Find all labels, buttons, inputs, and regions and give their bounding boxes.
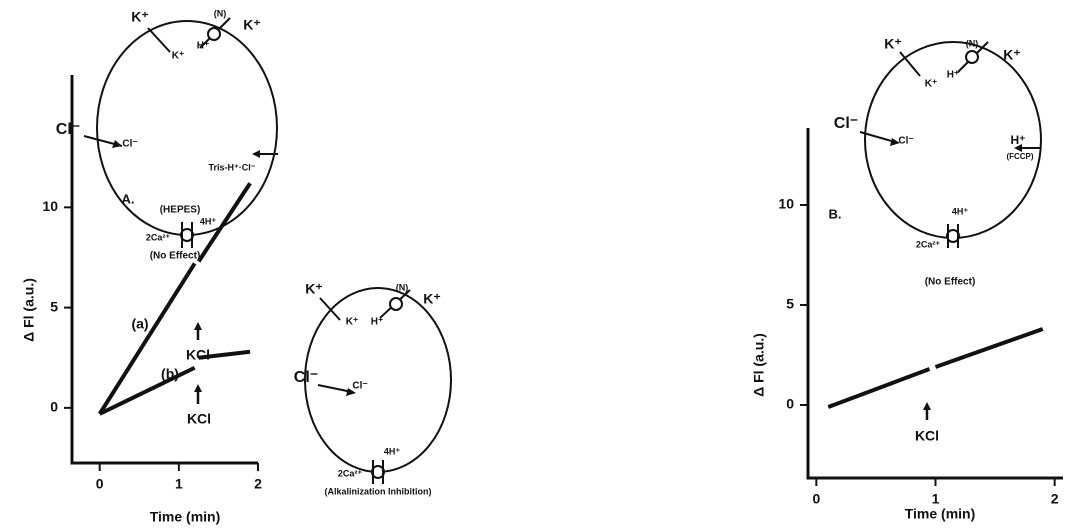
diagram-label: (N) <box>966 38 979 48</box>
diagram-label: K⁺ <box>305 281 323 297</box>
diagram-label: Cl⁻ <box>56 121 80 138</box>
diagram-label: 4H⁺ <box>952 206 969 216</box>
y-tick-label: 10 <box>42 198 58 214</box>
x-axis-label: Time (min) <box>150 509 221 525</box>
annotation-arrowhead <box>194 322 202 330</box>
annotation: KCl <box>915 428 939 444</box>
data-line <box>828 329 1042 407</box>
diagram-label: K⁺ <box>423 291 441 307</box>
axes <box>808 128 1063 478</box>
diagram-label: (FCCP) <box>1006 152 1033 161</box>
x-tick-label: 2 <box>254 476 262 492</box>
annotation: KCl <box>186 347 210 363</box>
diagram-label: K⁺ <box>243 17 261 33</box>
diagram-label: (N) <box>214 8 227 18</box>
diagram-label: K⁺ <box>1003 47 1021 63</box>
diagram-label: 2Ca²⁺ <box>338 468 363 478</box>
diagram-label: K⁺ <box>172 51 185 62</box>
annotation-arrowhead <box>194 384 202 392</box>
diagram-label: (No Effect) <box>150 251 201 262</box>
diagram-label: (Alkalinization Inhibition) <box>325 486 432 496</box>
diagram-label: H⁺ <box>1011 133 1026 147</box>
y-axis-label: Δ Fl (a.u.) <box>751 333 767 397</box>
diagram-label: H⁺ <box>947 70 960 81</box>
diagram-label: H⁺ <box>197 41 210 52</box>
x-axis-label: Time (min) <box>905 506 976 522</box>
diagram-label: Cl⁻ <box>834 115 858 132</box>
diagram-label: Cl⁻ <box>352 381 367 392</box>
y-tick-label: 10 <box>778 196 794 212</box>
diagram-label: K⁺ <box>131 9 149 25</box>
diagram-label: (N) <box>396 282 409 292</box>
annotation: A. <box>122 191 135 206</box>
diagram-label: (HEPES) <box>160 205 201 216</box>
x-tick-label: 0 <box>96 476 104 492</box>
x-tick-label: 2 <box>1051 491 1059 507</box>
y-tick-label: 5 <box>50 298 58 314</box>
y-tick-label: 5 <box>786 296 794 312</box>
diagram-label: 4H⁺ <box>200 216 217 226</box>
figure: K⁺K⁺(N)H⁺K⁺Cl⁻Cl⁻Tris-H⁺·Cl⁻(HEPES)4H⁺2C… <box>0 0 1087 528</box>
x-tick-label: 1 <box>175 476 183 492</box>
diagram-label: H⁺ <box>371 317 384 328</box>
diagram-label: 2Ca²⁺ <box>916 239 941 249</box>
diagram-label: Cl⁻ <box>122 139 137 150</box>
diagram-label: 4H⁺ <box>384 446 401 456</box>
axes <box>72 75 258 463</box>
diagram-label: 2Ca²⁺ <box>146 232 171 242</box>
y-tick-label: 0 <box>786 396 794 412</box>
y-axis-label: Δ Fl (a.u.) <box>21 278 37 342</box>
annotation-arrowhead <box>923 402 931 410</box>
annotation: (a) <box>131 316 148 332</box>
diagram-label: Cl⁻ <box>294 369 318 386</box>
data-line <box>100 352 250 414</box>
annotation: KCl <box>187 411 211 427</box>
y-tick-label: 0 <box>50 399 58 415</box>
annotation: B. <box>829 206 842 221</box>
diagram-label: K⁺ <box>346 317 359 328</box>
diagram-label: (No Effect) <box>925 277 976 288</box>
diagram-label: Cl⁻ <box>898 136 913 147</box>
x-tick-label: 1 <box>932 491 940 507</box>
diagram-label: K⁺ <box>925 79 938 90</box>
diagram-label: Tris-H⁺·Cl⁻ <box>208 162 255 172</box>
x-tick-label: 0 <box>812 491 820 507</box>
diagram-label: K⁺ <box>884 36 902 52</box>
